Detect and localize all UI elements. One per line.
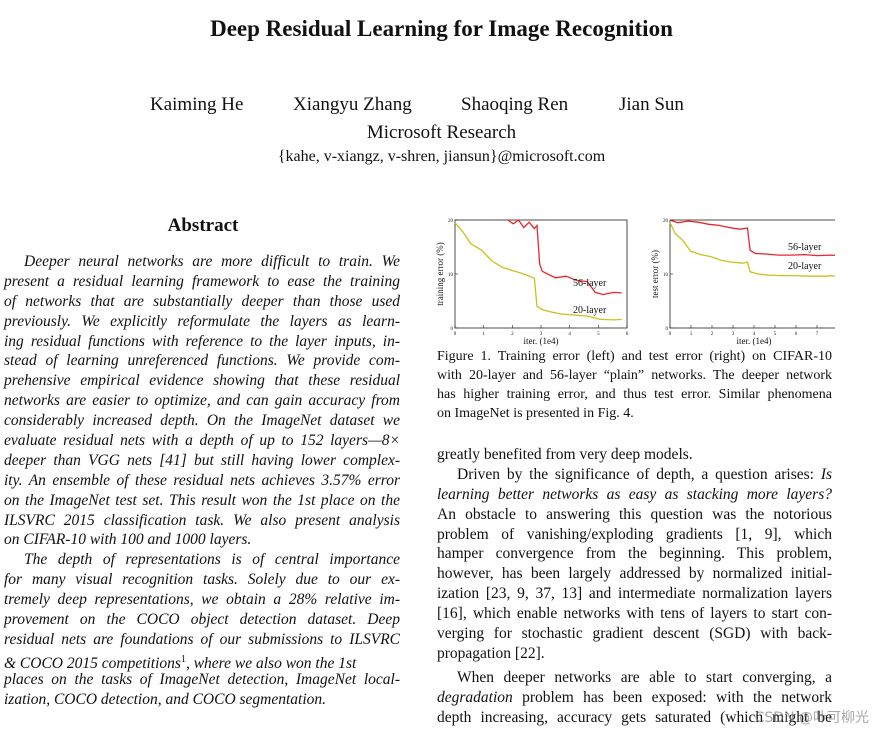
body-line: An obstacle to answering this question w… xyxy=(437,505,832,523)
abstract-line: ing residual functions with reference to… xyxy=(4,332,400,350)
body-line: [16], which enable networks with tens of… xyxy=(437,605,832,623)
abstract-line: deeper than VGG nets [41] but still havi… xyxy=(4,451,400,469)
body-line: learning better networks as easy as stac… xyxy=(437,485,832,503)
body-line-part: degradation xyxy=(437,688,513,706)
y-axis-label: training error (%) xyxy=(435,242,445,305)
author-name: Shaoqing Ren xyxy=(461,94,569,115)
abstract-line: residual nets are foundations of our sub… xyxy=(4,630,400,648)
abstract-line: on the ImageNet test set. This result wo… xyxy=(4,491,400,509)
x-tick-label: 4 xyxy=(568,332,571,337)
abstract-line: & COCO 2015 competitions1, where we also… xyxy=(4,650,400,672)
y-tick-label: 10 xyxy=(448,273,454,278)
legend-label: 20-layer xyxy=(788,261,822,272)
author-name: Jian Sun xyxy=(619,94,684,115)
body-line: ization [23, 9, 37, 13] and intermediate… xyxy=(437,585,832,603)
series-line-20-layer xyxy=(454,222,622,321)
x-tick-label: 3 xyxy=(732,332,735,337)
abstract-line: evaluate residual nets with a depth of u… xyxy=(4,432,400,450)
y-axis-label: test error (%) xyxy=(650,250,660,298)
author-name: Kaiming He xyxy=(150,94,244,115)
abstract-line: previously. We explicitly reformulate th… xyxy=(4,312,400,330)
figure-caption: Figure 1. Training error (left) and test… xyxy=(437,347,832,423)
y-tick-label: 0 xyxy=(666,327,669,332)
abstract-line: The depth of representations is of centr… xyxy=(24,551,400,569)
y-tick-label: 20 xyxy=(448,219,454,224)
x-tick-label: 3 xyxy=(540,332,543,337)
abstract-line: networks are easier to optimize, and can… xyxy=(4,392,400,410)
abstract-line: of networks that are substantially deepe… xyxy=(4,292,400,310)
caption-line: on ImageNet is presented in Fig. 4. xyxy=(437,406,634,421)
introduction-body: greatly benefited from very deep models.… xyxy=(437,445,832,727)
abstract-line: places on the tasks of ImageNet detectio… xyxy=(4,670,400,688)
abstract-line: on CIFAR-10 with 100 and 1000 layers. xyxy=(4,531,252,549)
series-line-56-layer xyxy=(669,219,835,257)
body-line: When deeper networks are able to start c… xyxy=(457,668,832,686)
body-line: propagation [22]. xyxy=(437,644,545,662)
caption-line: has higher training error, and thus test… xyxy=(437,387,832,402)
x-tick-label: 1 xyxy=(690,332,693,337)
body-line-part: Driven by the significance of depth, a q… xyxy=(457,465,814,483)
caption-line: Figure 1. Training error (left) and test… xyxy=(437,349,832,364)
x-tick-label: 5 xyxy=(774,332,777,337)
series-line-56-layer xyxy=(507,219,622,296)
legend-label: 56-layer xyxy=(788,242,822,253)
footnote-mark: 1 xyxy=(180,653,186,665)
body-line: however, has been largely addressed by n… xyxy=(437,565,832,583)
abstract-line: ity. An ensemble of these residual nets … xyxy=(4,471,400,489)
paper-title: Deep Residual Learning for Image Recogni… xyxy=(210,16,673,41)
abstract-line: tremely deep representations, we obtain … xyxy=(4,591,400,609)
abstract-line: stead of learning unreferenced functions… xyxy=(4,352,400,370)
body-line: hamper convergence from the beginning. T… xyxy=(437,545,832,563)
x-axis-label: iter. (1e4) xyxy=(737,336,772,346)
body-line-part: Is xyxy=(820,465,833,483)
affiliation: Microsoft Research xyxy=(366,122,517,143)
x-tick-label: 0 xyxy=(669,332,672,337)
x-tick-label: 2 xyxy=(511,332,514,337)
x-tick-label: 0 xyxy=(454,332,457,337)
y-tick-label: 10 xyxy=(663,273,669,278)
author-name: Xiangyu Zhang xyxy=(293,94,412,115)
caption-line: with 20-layer and 56-layer “plain” netwo… xyxy=(437,368,832,383)
x-tick-label: 7 xyxy=(816,332,819,337)
body-line: Driven by the significance of depth, a q… xyxy=(437,465,832,485)
x-tick-label: 4 xyxy=(753,332,756,337)
body-line: degradation problem has been exposed: wi… xyxy=(437,688,832,708)
abstract-line: ILSVRC 2015 classification task. We also… xyxy=(4,511,400,529)
x-tick-label: 6 xyxy=(626,332,629,337)
body-line: greatly benefited from very deep models. xyxy=(437,446,693,463)
series-line-20-layer xyxy=(669,222,835,277)
abstract-line-part: , where we also won the 1st xyxy=(185,654,357,672)
abstract-line: present a residual learning framework to… xyxy=(4,272,400,290)
legend-label: 20-layer xyxy=(573,305,607,316)
y-tick-label: 20 xyxy=(663,219,669,224)
abstract-heading: Abstract xyxy=(167,215,239,236)
author-emails: {kahe, v-xiangz, v-shren, jiansun}@micro… xyxy=(277,148,606,165)
abstract-body: Deeper neural networks are more difficul… xyxy=(4,252,400,709)
abstract-line: for many visual recognition tasks. Solel… xyxy=(4,571,400,589)
body-line: problem of vanishing/exploding gradients… xyxy=(437,525,832,543)
plot-frame xyxy=(669,219,835,329)
body-line: verging for stochastic gradient descent … xyxy=(437,625,832,643)
body-line: depth increasing, accuracy gets saturate… xyxy=(437,708,832,726)
x-tick-label: 1 xyxy=(482,332,485,337)
abstract-line: considerably increased depth. On the Ima… xyxy=(4,412,400,430)
abstract-line: prehensive empirical evidence showing th… xyxy=(4,372,400,390)
x-tick-label: 2 xyxy=(711,332,714,337)
x-tick-label: 5 xyxy=(597,332,600,337)
legend-label: 56-layer xyxy=(573,278,607,289)
abstract-line-part: & COCO 2015 competitions xyxy=(4,654,181,672)
y-tick-label: 0 xyxy=(451,327,454,332)
abstract-line: ization, COCO detection, and COCO segmen… xyxy=(4,690,327,708)
watermark: CSDN @叶可柳光 xyxy=(754,710,869,726)
body-line-part: problem has been exposed: with the netwo… xyxy=(512,688,832,706)
x-axis-label: iter. (1e4) xyxy=(524,336,559,346)
abstract-line: Deeper neural networks are more difficul… xyxy=(24,253,400,270)
chart-training-error: 56-layer 20-layer 0 10 20 0 1 2 3 4 5 6 iter. (1e4) t… xyxy=(435,219,629,346)
x-tick-label: 6 xyxy=(795,332,798,337)
abstract-line: provement on the COCO object detection d… xyxy=(4,611,400,629)
